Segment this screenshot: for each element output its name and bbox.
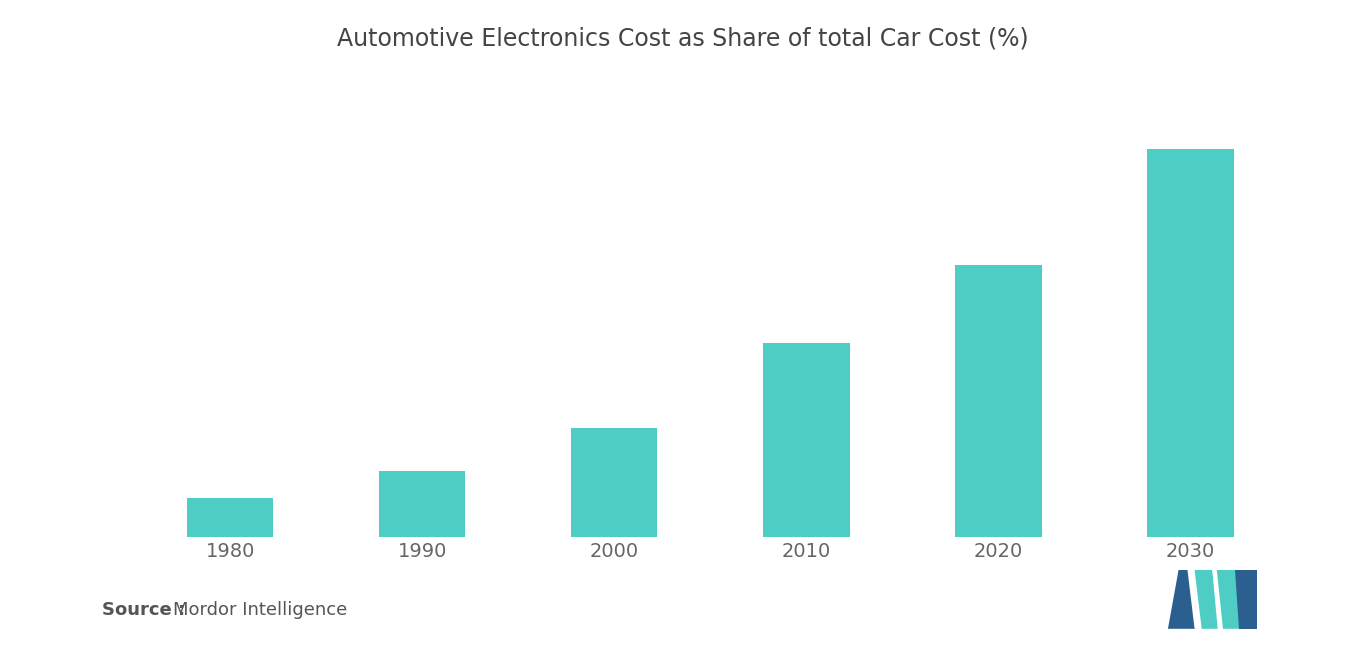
- Polygon shape: [1235, 570, 1257, 629]
- Polygon shape: [1213, 570, 1225, 629]
- Bar: [378, 471, 466, 537]
- Bar: [1147, 149, 1233, 537]
- Polygon shape: [1217, 570, 1253, 629]
- Bar: [571, 428, 657, 537]
- Text: Mordor Intelligence: Mordor Intelligence: [173, 601, 348, 619]
- Bar: [955, 265, 1042, 537]
- Text: Automotive Electronics Cost as Share of total Car Cost (%): Automotive Electronics Cost as Share of …: [337, 26, 1029, 50]
- Bar: [187, 498, 273, 537]
- Bar: [764, 343, 850, 537]
- Polygon shape: [1168, 570, 1208, 629]
- Polygon shape: [1194, 570, 1220, 629]
- Polygon shape: [1187, 570, 1203, 629]
- Text: Source :: Source :: [102, 601, 186, 619]
